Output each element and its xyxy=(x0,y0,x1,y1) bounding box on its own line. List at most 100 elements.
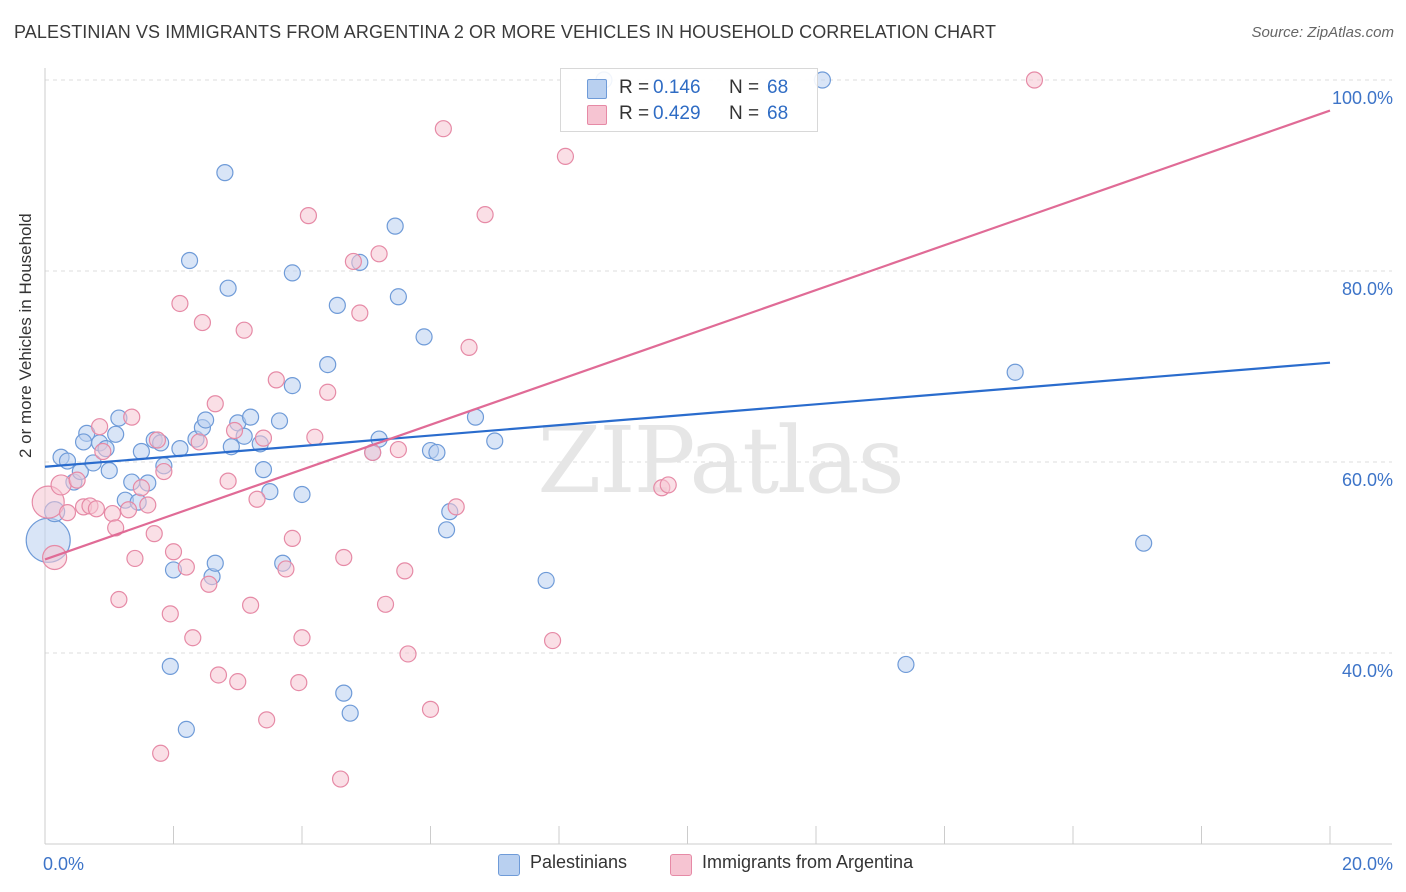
point-argentina xyxy=(248,490,266,508)
legend-label: Palestinians xyxy=(530,852,628,872)
legend-n-value: 68 xyxy=(767,77,789,98)
point-argentina xyxy=(152,744,170,762)
point-argentina xyxy=(659,476,677,494)
point-argentina xyxy=(225,421,244,440)
point-palestinians xyxy=(415,328,433,346)
point-palestinians xyxy=(100,461,118,480)
point-palestinians xyxy=(335,684,353,702)
trend-line-palestinians xyxy=(44,361,1331,468)
point-argentina xyxy=(396,562,414,580)
point-argentina xyxy=(389,440,407,459)
point-argentina xyxy=(171,294,189,313)
y-tick-label: 60.0% xyxy=(1342,470,1393,490)
point-argentina xyxy=(119,501,138,519)
point-argentina xyxy=(258,711,276,729)
point-argentina xyxy=(460,338,478,356)
point-palestinians xyxy=(283,264,301,282)
point-palestinians xyxy=(1006,363,1024,381)
point-argentina xyxy=(50,474,72,496)
legend-r-label: R = xyxy=(619,103,650,124)
legend-n-value: 68 xyxy=(767,103,789,124)
point-argentina xyxy=(267,371,285,389)
point-argentina xyxy=(556,147,575,165)
point-argentina xyxy=(103,504,122,523)
point-palestinians xyxy=(428,443,446,462)
point-argentina xyxy=(434,120,452,138)
point-argentina xyxy=(399,645,417,663)
point-palestinians xyxy=(161,657,179,675)
gridlines xyxy=(45,79,1392,654)
point-palestinians xyxy=(341,704,359,722)
point-argentina xyxy=(476,206,494,224)
point-palestinians xyxy=(319,355,337,374)
point-argentina xyxy=(293,629,311,647)
point-palestinians xyxy=(486,432,504,450)
legend-r-value: 0.146 xyxy=(653,77,701,98)
point-argentina xyxy=(219,472,237,490)
point-palestinians xyxy=(197,411,215,429)
point-argentina xyxy=(155,462,173,481)
point-palestinians xyxy=(132,442,150,461)
point-argentina xyxy=(344,252,362,271)
point-argentina xyxy=(351,304,369,322)
point-palestinians xyxy=(328,296,346,314)
point-palestinians xyxy=(206,554,224,572)
x-tick-label: 0.0% xyxy=(43,854,84,874)
point-argentina xyxy=(139,496,157,514)
point-argentina xyxy=(148,431,167,449)
series-argentina xyxy=(31,71,1044,788)
point-argentina xyxy=(94,442,112,461)
point-palestinians xyxy=(386,217,404,235)
y-tick-label: 40.0% xyxy=(1342,661,1393,681)
point-palestinians xyxy=(107,425,125,443)
point-palestinians xyxy=(254,461,273,479)
point-palestinians xyxy=(293,485,311,504)
point-palestinians xyxy=(537,571,555,590)
point-argentina xyxy=(164,543,183,561)
point-argentina xyxy=(200,575,218,593)
point-palestinians xyxy=(242,408,260,426)
point-argentina xyxy=(87,500,106,518)
point-palestinians xyxy=(897,655,915,674)
point-argentina xyxy=(335,548,353,567)
point-argentina xyxy=(161,605,179,623)
point-argentina xyxy=(370,245,388,263)
point-palestinians xyxy=(270,412,289,430)
point-palestinians xyxy=(177,720,195,739)
correlation-legend: R = 0.146 N = 68 R = 0.429 N = 68 xyxy=(560,68,818,132)
point-argentina xyxy=(126,549,144,568)
source-label: Source: ZipAtlas.com xyxy=(1251,24,1394,41)
point-palestinians xyxy=(171,440,189,458)
point-palestinians xyxy=(283,377,301,395)
point-argentina xyxy=(190,433,208,451)
legend-label: Immigrants from Argentina xyxy=(702,852,914,872)
point-argentina xyxy=(319,383,337,401)
point-argentina xyxy=(145,525,163,543)
point-argentina xyxy=(254,429,273,447)
legend-n-label: N = xyxy=(729,103,760,124)
point-argentina xyxy=(123,408,141,426)
point-palestinians xyxy=(58,452,77,470)
point-palestinians xyxy=(216,164,234,182)
legend-n-label: N = xyxy=(729,77,760,98)
point-palestinians xyxy=(261,483,279,501)
point-argentina xyxy=(184,629,202,647)
series-legend: Palestinians Immigrants from Argentina xyxy=(0,852,1406,878)
y-tick-label: 100.0% xyxy=(1332,88,1393,108)
y-tick-label: 80.0% xyxy=(1342,279,1393,299)
point-argentina xyxy=(283,529,301,548)
tick-labels: 40.0% 60.0% 80.0% 100.0% 0.0% 20.0% xyxy=(43,88,1393,874)
point-argentina xyxy=(132,479,150,497)
trend-lines xyxy=(44,109,1331,561)
point-argentina xyxy=(229,673,247,691)
point-argentina xyxy=(177,558,195,576)
axes xyxy=(44,68,1392,845)
point-argentina xyxy=(376,595,395,613)
point-palestinians xyxy=(74,433,93,451)
point-argentina xyxy=(242,596,260,614)
legend-r-label: R = xyxy=(619,77,650,98)
legend-swatch-pink xyxy=(670,854,692,876)
point-argentina xyxy=(91,418,109,436)
point-argentina xyxy=(299,207,318,225)
point-palestinians xyxy=(1135,534,1153,552)
